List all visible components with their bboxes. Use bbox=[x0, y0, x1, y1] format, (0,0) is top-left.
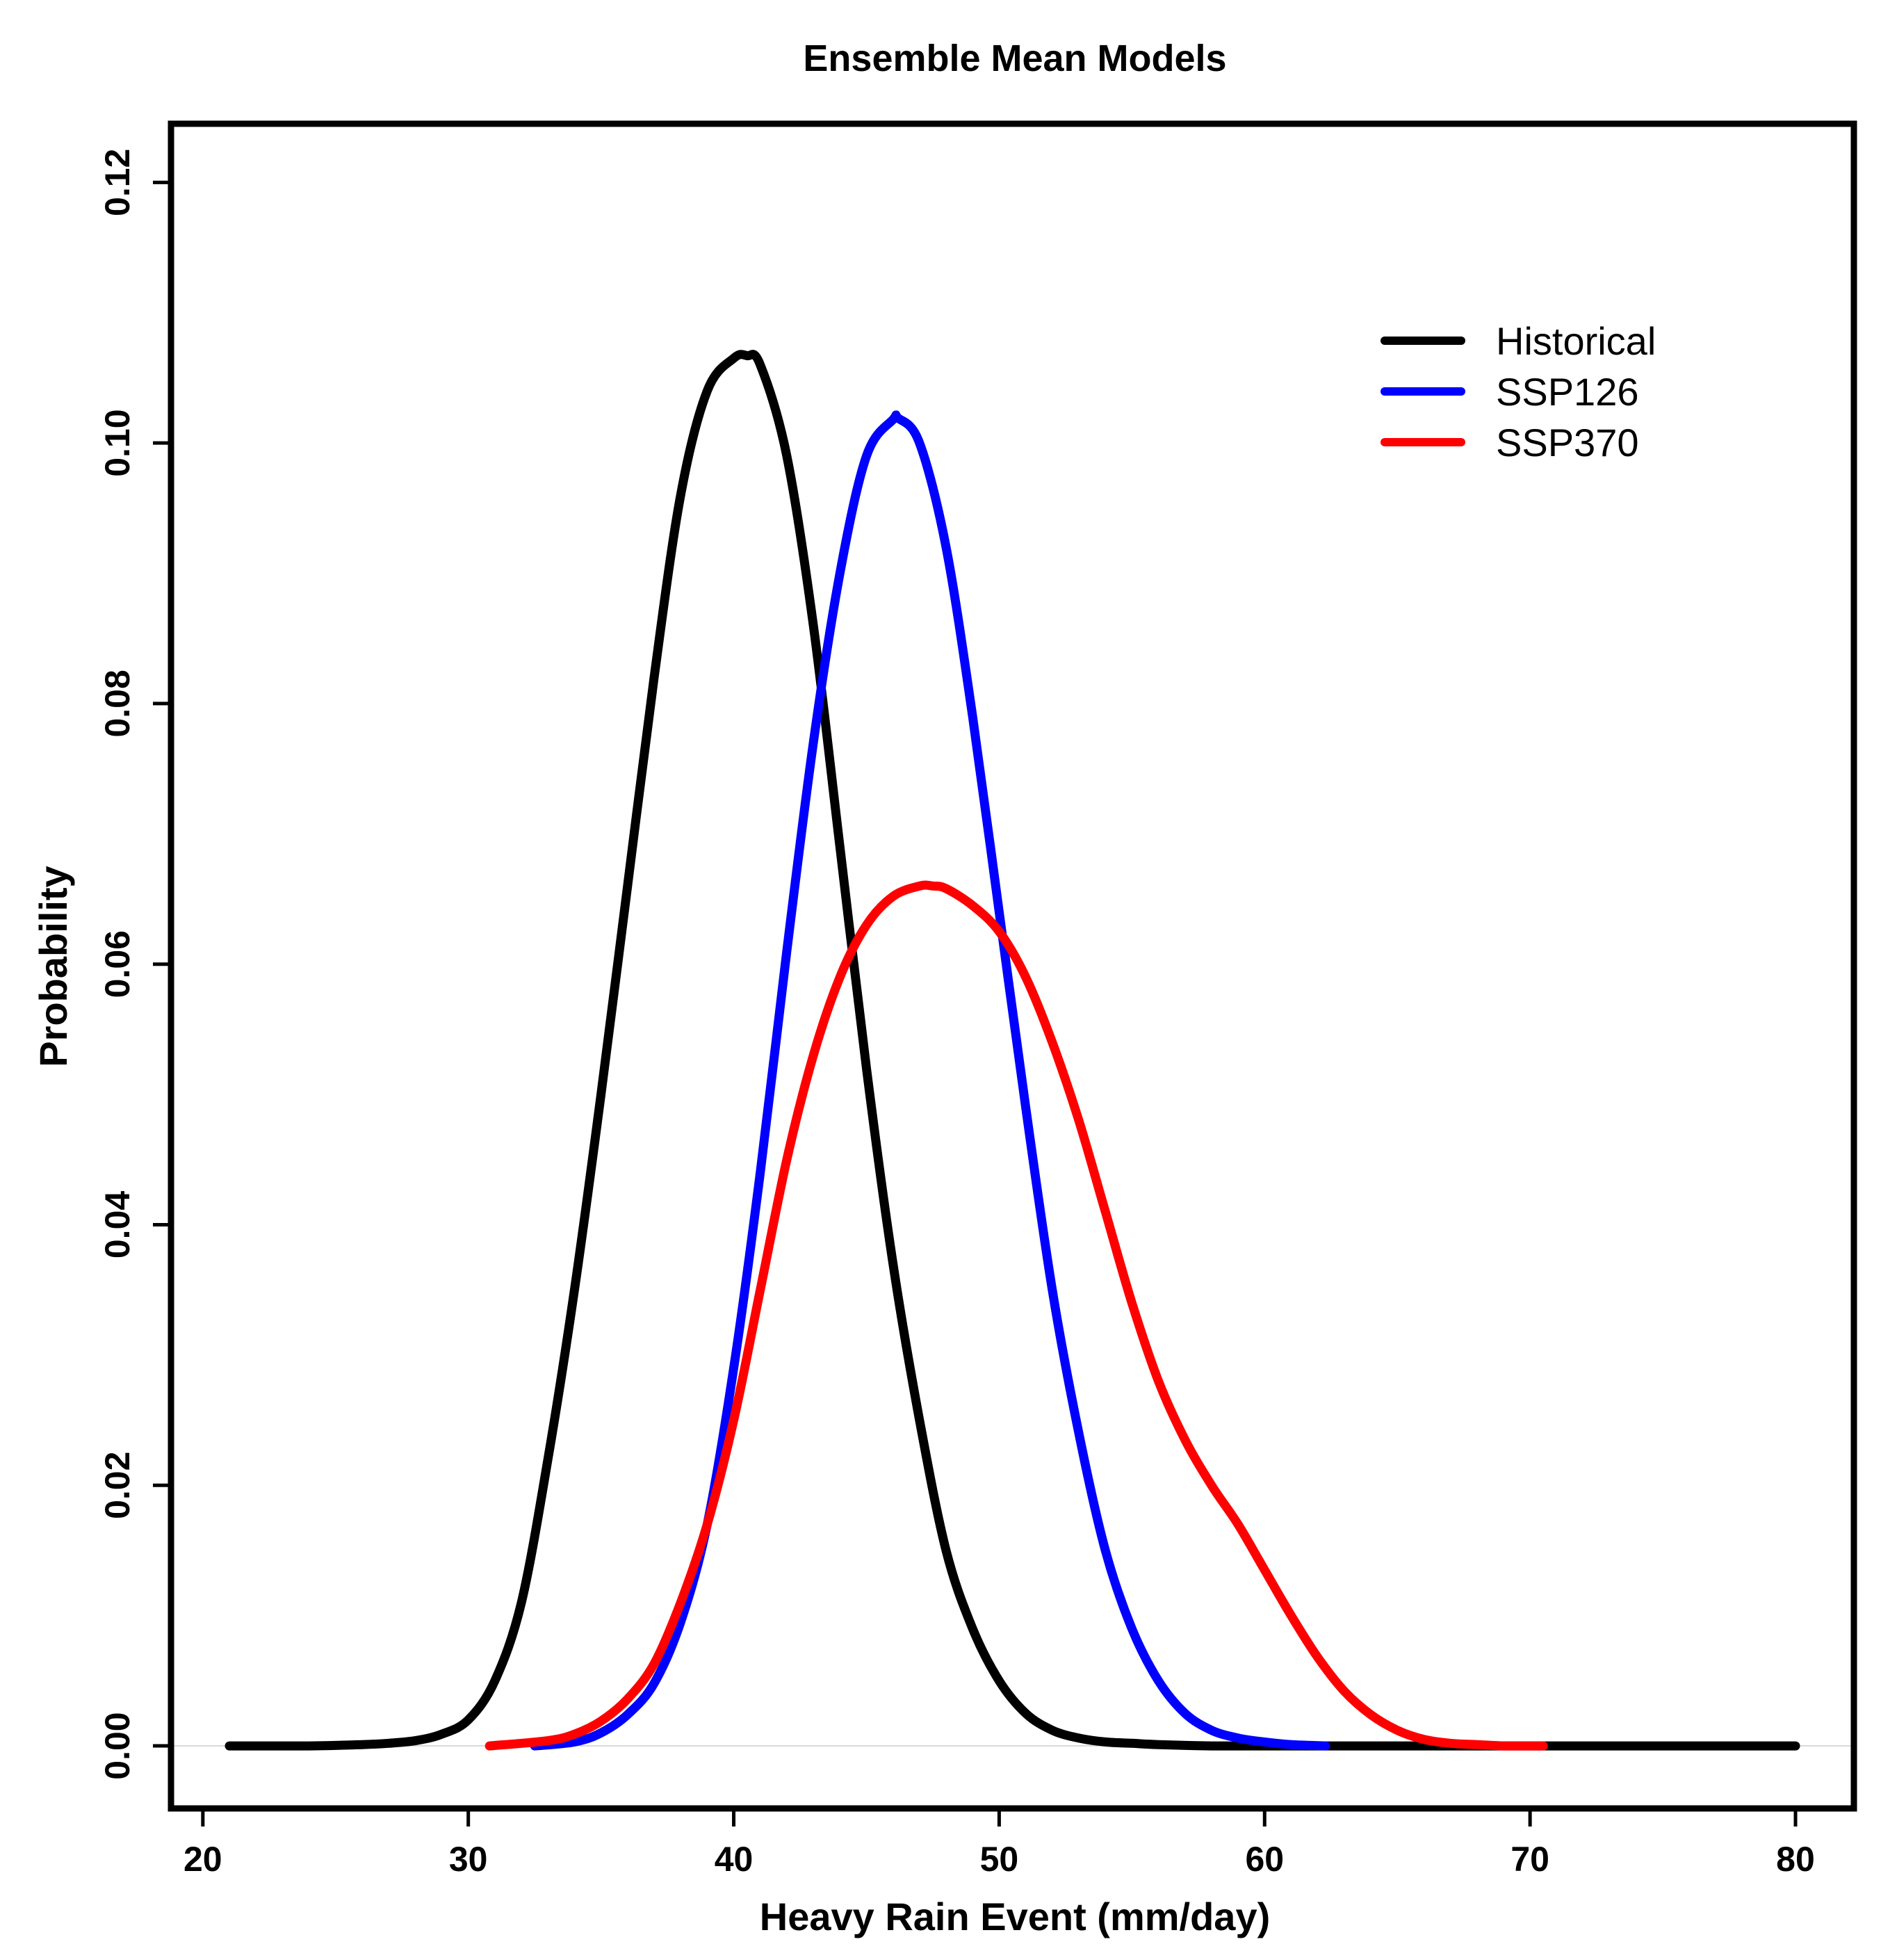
series-line-ssp370 bbox=[484, 880, 1548, 1751]
x-axis-title: Heavy Rain Event (mm/day) bbox=[760, 1895, 1270, 1938]
x-tick-label: 30 bbox=[449, 1840, 488, 1879]
y-tick-label: 0.02 bbox=[98, 1452, 137, 1519]
x-axis: 20 30 40 50 60 70 80 bbox=[184, 1808, 1815, 1879]
x-tick-label: 80 bbox=[1776, 1840, 1815, 1879]
y-tick-label: 0.08 bbox=[98, 670, 137, 737]
y-tick-label: 0.00 bbox=[98, 1712, 137, 1779]
x-tick-label: 60 bbox=[1245, 1840, 1284, 1879]
legend-label-historical: Historical bbox=[1496, 319, 1656, 363]
series-line-ssp126 bbox=[530, 410, 1330, 1751]
y-tick-label: 0.12 bbox=[98, 149, 137, 216]
plot-frame bbox=[168, 120, 1857, 1812]
y-axis-title: Probability bbox=[31, 866, 75, 1067]
series-line-historical bbox=[225, 350, 1800, 1751]
x-tick-label: 70 bbox=[1510, 1840, 1549, 1879]
y-tick-label: 0.06 bbox=[98, 930, 137, 998]
y-tick-label: 0.04 bbox=[98, 1191, 137, 1259]
y-axis: 0.00 0.02 0.04 0.06 0.08 0.10 0.12 bbox=[98, 149, 171, 1780]
chart-title: Ensemble Mean Models bbox=[803, 38, 1226, 79]
legend-label-ssp126: SSP126 bbox=[1496, 370, 1639, 414]
legend-label-ssp370: SSP370 bbox=[1496, 421, 1639, 464]
y-tick-label: 0.10 bbox=[98, 409, 137, 476]
x-tick-label: 20 bbox=[184, 1840, 222, 1879]
legend: Historical SSP126 SSP370 bbox=[1381, 319, 1656, 464]
x-tick-label: 50 bbox=[980, 1840, 1019, 1879]
series-layer bbox=[225, 350, 1800, 1751]
x-tick-label: 40 bbox=[715, 1840, 754, 1879]
